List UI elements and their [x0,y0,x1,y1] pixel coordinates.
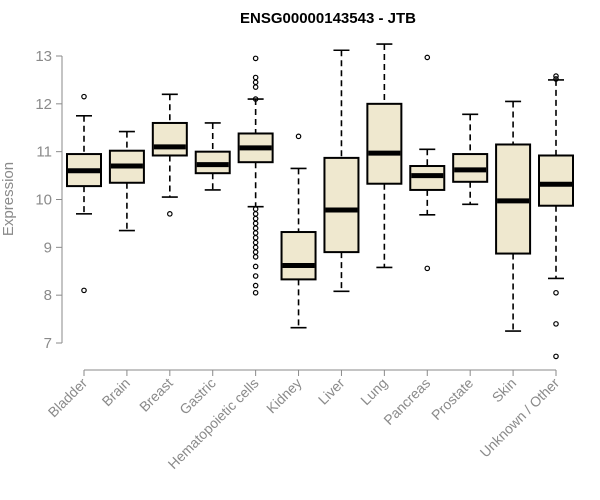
outlier-point [252,289,259,296]
x-tick-label: Prostate [428,375,476,423]
iqr-box [323,156,360,254]
outlier-point [553,289,559,296]
outlier-point [252,211,259,217]
outlier-point [252,239,259,246]
outlier-point [252,74,259,81]
box-group [151,93,188,217]
box-group [366,43,403,269]
outlier-point [252,282,259,289]
outlier-point [167,211,173,217]
outlier-point [252,215,259,222]
x-tick-label: Lung [357,375,390,408]
outlier-point [295,133,302,140]
outlier-point [81,287,87,294]
x-tick-label: Breast [136,375,176,415]
iqr-box [151,121,188,157]
box-group [495,100,532,332]
y-tick-label: 7 [44,335,52,352]
outlier-point [553,73,559,79]
box-group [108,130,145,232]
outlier-point [424,265,431,272]
x-tick-label: Gastric [176,375,219,418]
x-tick-label: Brain [99,375,133,409]
y-tick-label: 9 [44,239,52,256]
y-axis: 7 8 9 10 11 12 13 [35,48,63,352]
iqr-box [538,154,574,207]
y-tick-label: 11 [36,144,52,161]
box-group [538,73,574,360]
outlier-point [553,321,559,327]
box-group [323,49,360,293]
box-group [409,54,446,272]
outlier-point [553,353,559,360]
box-group [66,93,102,294]
outlier-point [252,79,259,86]
outlier-point [252,96,259,102]
outlier-point [252,244,259,251]
y-axis-label: Expression [0,162,17,236]
outlier-point [252,230,259,236]
outlier-point [252,254,259,260]
outlier-point [252,273,259,279]
outlier-point [81,93,87,100]
box-group [452,113,489,206]
box-group [194,122,231,191]
outlier-point [252,84,259,90]
outlier-point [553,76,559,82]
plot-area [66,43,574,360]
x-tick-label: Skin [489,375,520,406]
iqr-box [366,102,403,185]
x-tick-label: Liver [315,375,348,408]
box-group [280,133,317,329]
x-tick-label: Kidney [263,375,305,417]
outlier-point [252,234,259,241]
y-tick-label: 12 [35,96,52,113]
outlier-point [252,220,259,227]
iqr-box [280,231,317,281]
outlier-point [252,249,259,255]
outlier-point [252,206,259,212]
outlier-point [252,225,259,232]
y-tick-label: 13 [35,48,52,65]
x-tick-label: Bladder [45,375,91,421]
x-tick-label: Unknown / Other [477,375,563,461]
y-tick-label: 10 [35,192,52,209]
outlier-point [252,55,259,62]
outlier-point [424,54,431,61]
chart-title: ENSG00000143543 - JTB [240,10,416,27]
x-tick-label: Pancreas [380,375,433,428]
box-group [237,55,274,296]
y-tick-label: 8 [44,287,52,304]
outlier-point [252,263,259,270]
